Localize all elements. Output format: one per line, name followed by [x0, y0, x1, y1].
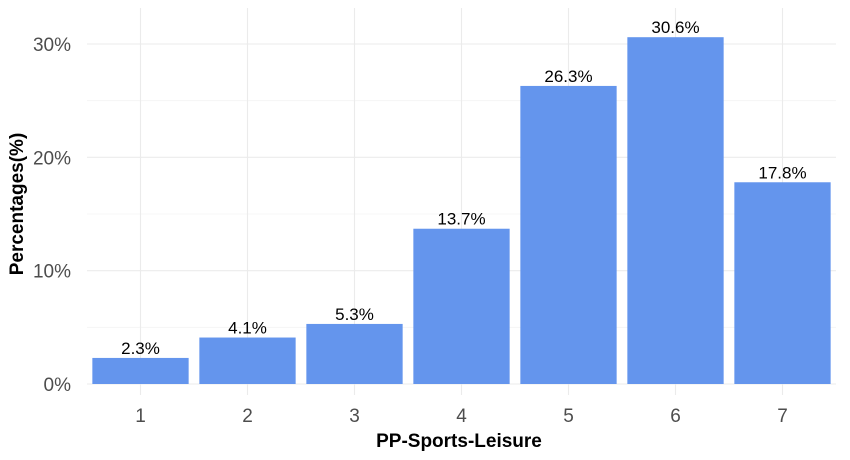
bar [520, 85, 617, 384]
x-tick-label: 7 [777, 406, 788, 427]
x-axis-title: PP-Sports-Leisure [376, 431, 542, 452]
y-tick-label: 10% [33, 262, 71, 283]
x-tick-labels: 1 2 3 4 5 6 7 [135, 406, 788, 427]
data-label: 4.1% [228, 319, 267, 338]
data-label: 2.3% [121, 339, 160, 358]
data-labels: 2.3% 4.1% 5.3% 13.7% 26.3% 30.6% 17.8% [121, 18, 806, 358]
bar [413, 228, 510, 384]
x-tick-label: 2 [242, 406, 253, 427]
y-tick-labels: 0% 10% 20% 30% [33, 35, 71, 396]
data-label: 17.8% [758, 163, 806, 182]
x-tick-label: 6 [670, 406, 681, 427]
bar [734, 182, 831, 384]
bar [92, 357, 189, 384]
y-tick-label: 30% [33, 35, 71, 56]
x-tick-label: 1 [135, 406, 146, 427]
y-tick-label: 20% [33, 148, 71, 169]
x-tick-label: 4 [456, 406, 467, 427]
y-axis-title: Percentages(%) [7, 133, 28, 276]
x-tick-label: 5 [563, 406, 574, 427]
data-label: 5.3% [335, 305, 374, 324]
x-tick-label: 3 [349, 406, 360, 427]
bar [199, 337, 296, 384]
data-label: 26.3% [544, 67, 592, 86]
data-label: 30.6% [651, 18, 699, 37]
bar [627, 37, 724, 384]
y-tick-label: 0% [44, 375, 72, 396]
data-label: 13.7% [437, 210, 485, 229]
bars [92, 37, 831, 384]
bar [306, 323, 403, 384]
